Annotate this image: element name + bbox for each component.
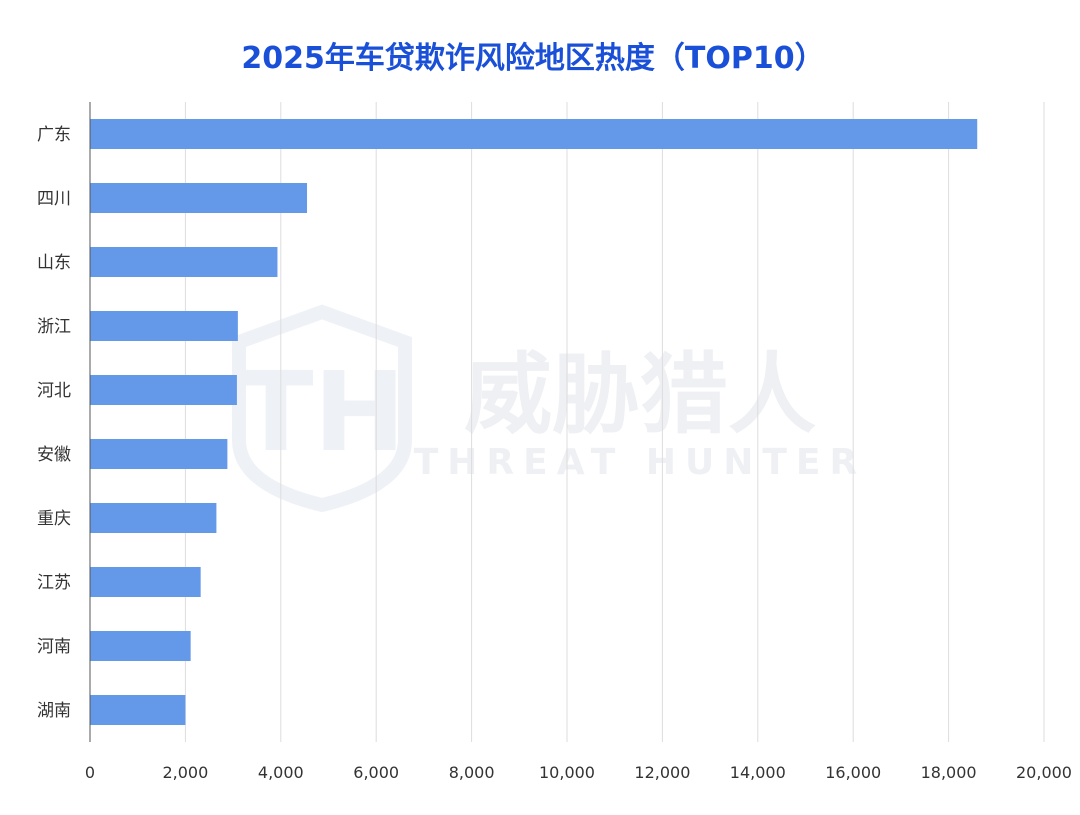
watermark-logo-text: TH xyxy=(238,348,405,476)
bar xyxy=(90,567,201,597)
y-category-label: 河北 xyxy=(37,381,71,401)
watermark-shield-icon xyxy=(232,304,412,513)
watermark-name-en: THREAT HUNTER xyxy=(414,442,867,483)
x-tick-label: 6,000 xyxy=(353,763,399,782)
x-tick-label: 16,000 xyxy=(825,763,881,782)
y-category-label: 四川 xyxy=(37,189,71,209)
x-tick-label: 20,000 xyxy=(1016,763,1072,782)
watermark-name-cn: 威胁猎人 xyxy=(464,343,816,446)
x-tick-label: 18,000 xyxy=(921,763,977,782)
bar xyxy=(90,375,237,405)
y-category-label: 湖南 xyxy=(37,701,71,721)
y-category-label: 浙江 xyxy=(37,317,71,337)
bar xyxy=(90,119,978,149)
y-category-label: 广东 xyxy=(37,125,71,145)
bar xyxy=(90,439,228,469)
x-tick-label: 12,000 xyxy=(634,763,690,782)
x-tick-label: 0 xyxy=(85,763,95,782)
y-category-label: 河南 xyxy=(37,637,71,657)
bar xyxy=(90,503,217,533)
bar xyxy=(90,183,308,213)
watermark: TH 威胁猎人 THREAT HUNTER xyxy=(232,304,867,513)
bar xyxy=(90,311,238,341)
y-category-label: 山东 xyxy=(37,253,71,273)
bar xyxy=(90,247,278,277)
x-tick-label: 4,000 xyxy=(258,763,304,782)
y-category-label: 江苏 xyxy=(37,573,71,593)
x-tick-label: 2,000 xyxy=(162,763,208,782)
x-tick-label: 10,000 xyxy=(539,763,595,782)
bar xyxy=(90,631,191,661)
bar xyxy=(90,695,186,725)
x-tick-label: 14,000 xyxy=(730,763,786,782)
chart-title: 2025年车贷欺诈风险地区热度（TOP10） xyxy=(241,41,824,76)
y-category-label: 安徽 xyxy=(37,445,71,465)
x-tick-label: 8,000 xyxy=(449,763,495,782)
bars xyxy=(90,119,978,725)
x-axis-labels: 0 2,000 4,000 6,000 8,000 10,000 12,000 14,000 1… xyxy=(85,763,1072,782)
y-category-label: 重庆 xyxy=(37,509,71,529)
